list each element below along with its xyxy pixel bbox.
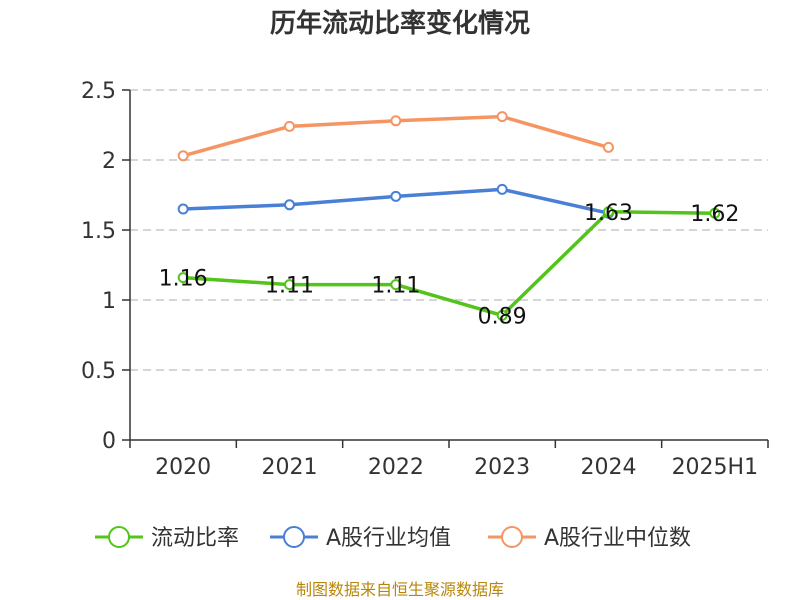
legend-marker <box>108 526 130 548</box>
data-point <box>709 207 721 219</box>
data-point <box>284 199 295 211</box>
data-point <box>496 111 508 123</box>
data-point <box>496 183 508 195</box>
legend-label: A股行业中位数 <box>544 526 691 551</box>
y-tick-label: 0 <box>102 429 116 454</box>
data-point <box>603 141 614 153</box>
y-tick-label: 2 <box>102 149 116 174</box>
series-layer <box>177 111 721 321</box>
legend: 流动比率 A股行业均值 A股行业中位数 <box>95 526 691 551</box>
data-label: 1.11 <box>265 274 314 299</box>
data-point <box>284 279 295 291</box>
data-point <box>284 120 295 132</box>
data-point <box>177 203 189 215</box>
data-label: 1.16 <box>159 267 208 292</box>
y-tick-label: 2.5 <box>81 79 116 104</box>
legend-label: A股行业均值 <box>326 526 451 551</box>
data-point <box>177 272 189 284</box>
x-tick-label: 2020 <box>155 455 211 480</box>
data-point <box>177 150 189 162</box>
source-note: 制图数据来自恒生聚源数据库 <box>296 580 504 599</box>
data-label: 0.89 <box>478 304 527 329</box>
y-tick-label: 1.5 <box>81 219 116 244</box>
chart-title: 历年流动比率变化情况 <box>270 8 530 39</box>
data-point <box>390 115 402 127</box>
x-tick-label: 2023 <box>474 455 530 480</box>
legend-marker <box>501 526 523 548</box>
y-tick-label: 1 <box>102 289 116 314</box>
data-point <box>603 206 614 218</box>
legend-marker <box>283 526 305 548</box>
x-tick-label: 2024 <box>581 455 637 480</box>
data-label: 1.62 <box>690 202 739 227</box>
series-line-0 <box>183 210 715 318</box>
x-tick-label: 2025H1 <box>672 455 759 480</box>
data-label: 1.11 <box>371 274 420 299</box>
legend-label: 流动比率 <box>151 526 239 551</box>
data-label: 1.63 <box>584 201 633 226</box>
data-labels: 1.16 1.11 1.11 0.89 1.63 1.62 <box>159 201 740 330</box>
data-point <box>390 279 402 291</box>
data-point <box>390 190 402 202</box>
x-tick-label: 2022 <box>368 455 424 480</box>
y-tick-label: 0.5 <box>81 359 116 384</box>
data-point <box>496 309 508 321</box>
x-tick-label: 2021 <box>262 455 318 480</box>
axes: 0 0.5 1 1.5 2 2.5 2020 2021 2022 2023 2024 2025H1 <box>81 79 769 480</box>
grid-lines <box>130 89 768 371</box>
